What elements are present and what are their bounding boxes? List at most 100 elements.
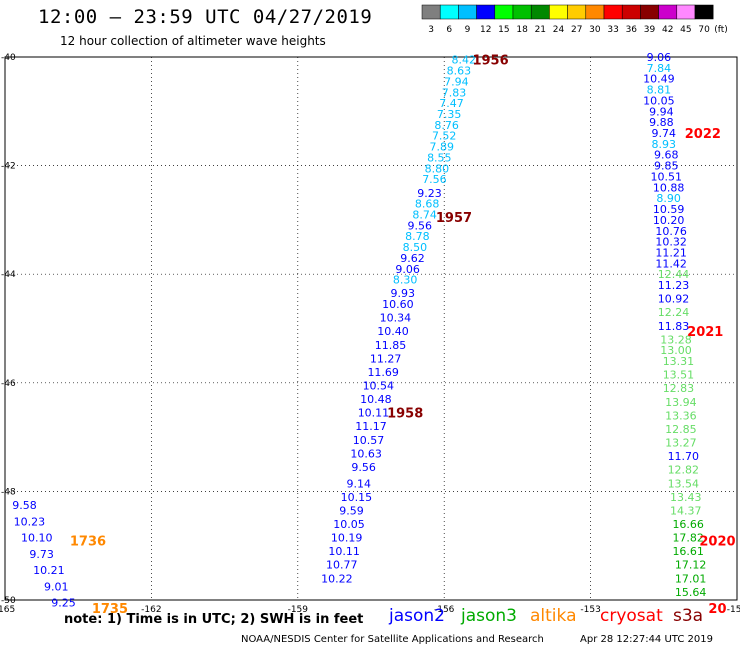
data-point-jason2: 10.23 [14,515,46,528]
colorbar-label: 42 [662,25,673,35]
data-point-s3a: 10.77 [326,559,358,572]
data-point-jason3: 13.43 [670,491,702,504]
data-point-jason3: 10.49 [643,73,675,86]
data-point-s3a: 10.54 [363,380,395,393]
data-point-s3a: 11.17 [355,420,387,433]
data-point-s3a: 8.74 [412,208,437,221]
data-point-jason3: 9.74 [652,127,677,140]
legend-s3a: s3a [673,606,704,626]
y-tick-label: -42 [1,162,16,172]
time-label: 20 [708,602,726,617]
data-point-jason2: 9.01 [44,580,69,593]
data-point-s3a: 9.56 [351,461,376,474]
data-point-jason3: 9.68 [654,149,679,162]
page-title: 12:00 – 23:59 UTC 04/27/2019 [38,6,373,28]
data-point-jason3: 14.37 [670,504,702,517]
data-point-s3a: 11.27 [370,352,402,365]
time-label: 1735 [92,602,128,617]
data-point-s3a: 7.52 [432,130,457,143]
colorbar-swatch [694,4,714,20]
data-point-s3a: 10.11 [358,407,390,420]
colorbar-swatch [640,4,659,20]
data-point-jason3: 8.90 [656,192,681,205]
data-point-jason3: 16.66 [672,518,704,531]
footer-timestamp: Apr 28 12:27:44 UTC 2019 [580,634,713,645]
data-point-s3a: 8.50 [403,241,428,254]
data-point-jason3: 10.76 [655,225,687,238]
time-label: 1956 [472,54,508,69]
colorbar-swatch [530,4,550,20]
data-point-s3a: 10.22 [321,572,353,585]
data-point-jason3: 9.06 [647,51,672,64]
data-point-jason3: 11.83 [658,320,690,333]
data-point-jason3: 9.88 [649,116,674,129]
data-point-jason3: 10.51 [650,170,682,183]
data-point-s3a: 11.69 [367,366,399,379]
data-point-s3a: 10.19 [331,532,363,545]
colorbar-swatch [585,4,605,20]
data-point-s3a: 9.06 [395,263,420,276]
time-label: 1957 [436,211,472,226]
legend-altika: altika [530,606,577,626]
colorbar-swatch [458,4,477,20]
colorbar-label: 70 [698,25,710,35]
time-label: 1958 [387,407,423,422]
time-label: 2020 [699,534,735,549]
page-subtitle: 12 hour collection of altimeter wave hei… [60,34,326,48]
data-point-jason3: 13.94 [665,396,697,409]
colorbar-swatch [567,4,587,20]
x-tick-label: -156 [434,605,455,615]
chart-axes: -165 -162 -159 -156 -153 -150 -40 -42 -44 -46 -48 -… [0,53,740,615]
data-point-jason3: 13.36 [665,409,697,422]
x-tick-label: -165 [0,605,15,615]
data-point-s3a: 10.48 [360,393,392,406]
data-point-s3a: 8.80 [425,162,450,175]
data-point-jason3: 11.70 [668,450,700,463]
data-point-s3a: 8.76 [434,119,459,132]
data-point-s3a: 7.56 [422,173,447,186]
colorbar-swatch [512,4,532,20]
data-point-s3a: 8.68 [415,198,440,211]
data-point-jason3: 11.42 [655,257,687,270]
data-point-jason3: 10.88 [653,181,685,194]
data-point-s3a: 9.56 [408,219,433,232]
colorbar-swatch [421,4,441,20]
data-point-jason3: 13.31 [663,355,695,368]
data-point-jason3: 8.81 [647,84,672,97]
data-point-jason3: 9.85 [654,160,679,173]
data-point-s3a: 10.11 [328,545,360,558]
colorbar-label: 9 [465,25,471,35]
data-point-s3a: 10.57 [353,434,385,447]
data-point-s3a: 9.59 [339,504,364,517]
data-point-s3a: 9.93 [390,287,415,300]
data-point-s3a: 10.34 [380,312,412,325]
data-point-jason3: 13.28 [660,333,692,346]
colorbar-label: 3 [428,25,434,35]
data-point-s3a: 10.63 [350,447,382,460]
y-tick-label: -44 [1,270,16,280]
data-point-jason3: 12.82 [668,464,700,477]
data-point-s3a: 7.83 [442,86,467,99]
data-point-s3a: 10.05 [333,518,365,531]
data-point-s3a: 7.47 [439,97,464,110]
data-point-jason3: 8.93 [652,138,677,151]
data-point-s3a: 7.89 [430,141,455,154]
colorbar-label: 39 [644,25,656,35]
data-point-jason3: 11.21 [655,246,687,259]
data-point-jason3: 12.24 [658,306,690,319]
y-tick-label: -48 [1,487,16,497]
colorbar-label: 27 [571,25,582,35]
data-point-jason3: 13.54 [668,477,700,490]
data-point-jason3: 7.84 [647,62,672,75]
y-tick-label: -50 [1,596,16,606]
data-point-jason3: 10.92 [658,293,690,306]
x-tick-label: -150 [727,605,740,615]
data-point-jason3: 17.82 [672,532,704,545]
data-point-jason3: 12.44 [658,268,690,281]
y-tick-label: -40 [1,53,16,63]
colorbar-unit: (ft) [714,25,728,35]
colorbar-label: 12 [480,25,491,35]
data-point-s3a: 8.42 [451,54,476,67]
data-point-jason2: 9.73 [29,548,54,561]
